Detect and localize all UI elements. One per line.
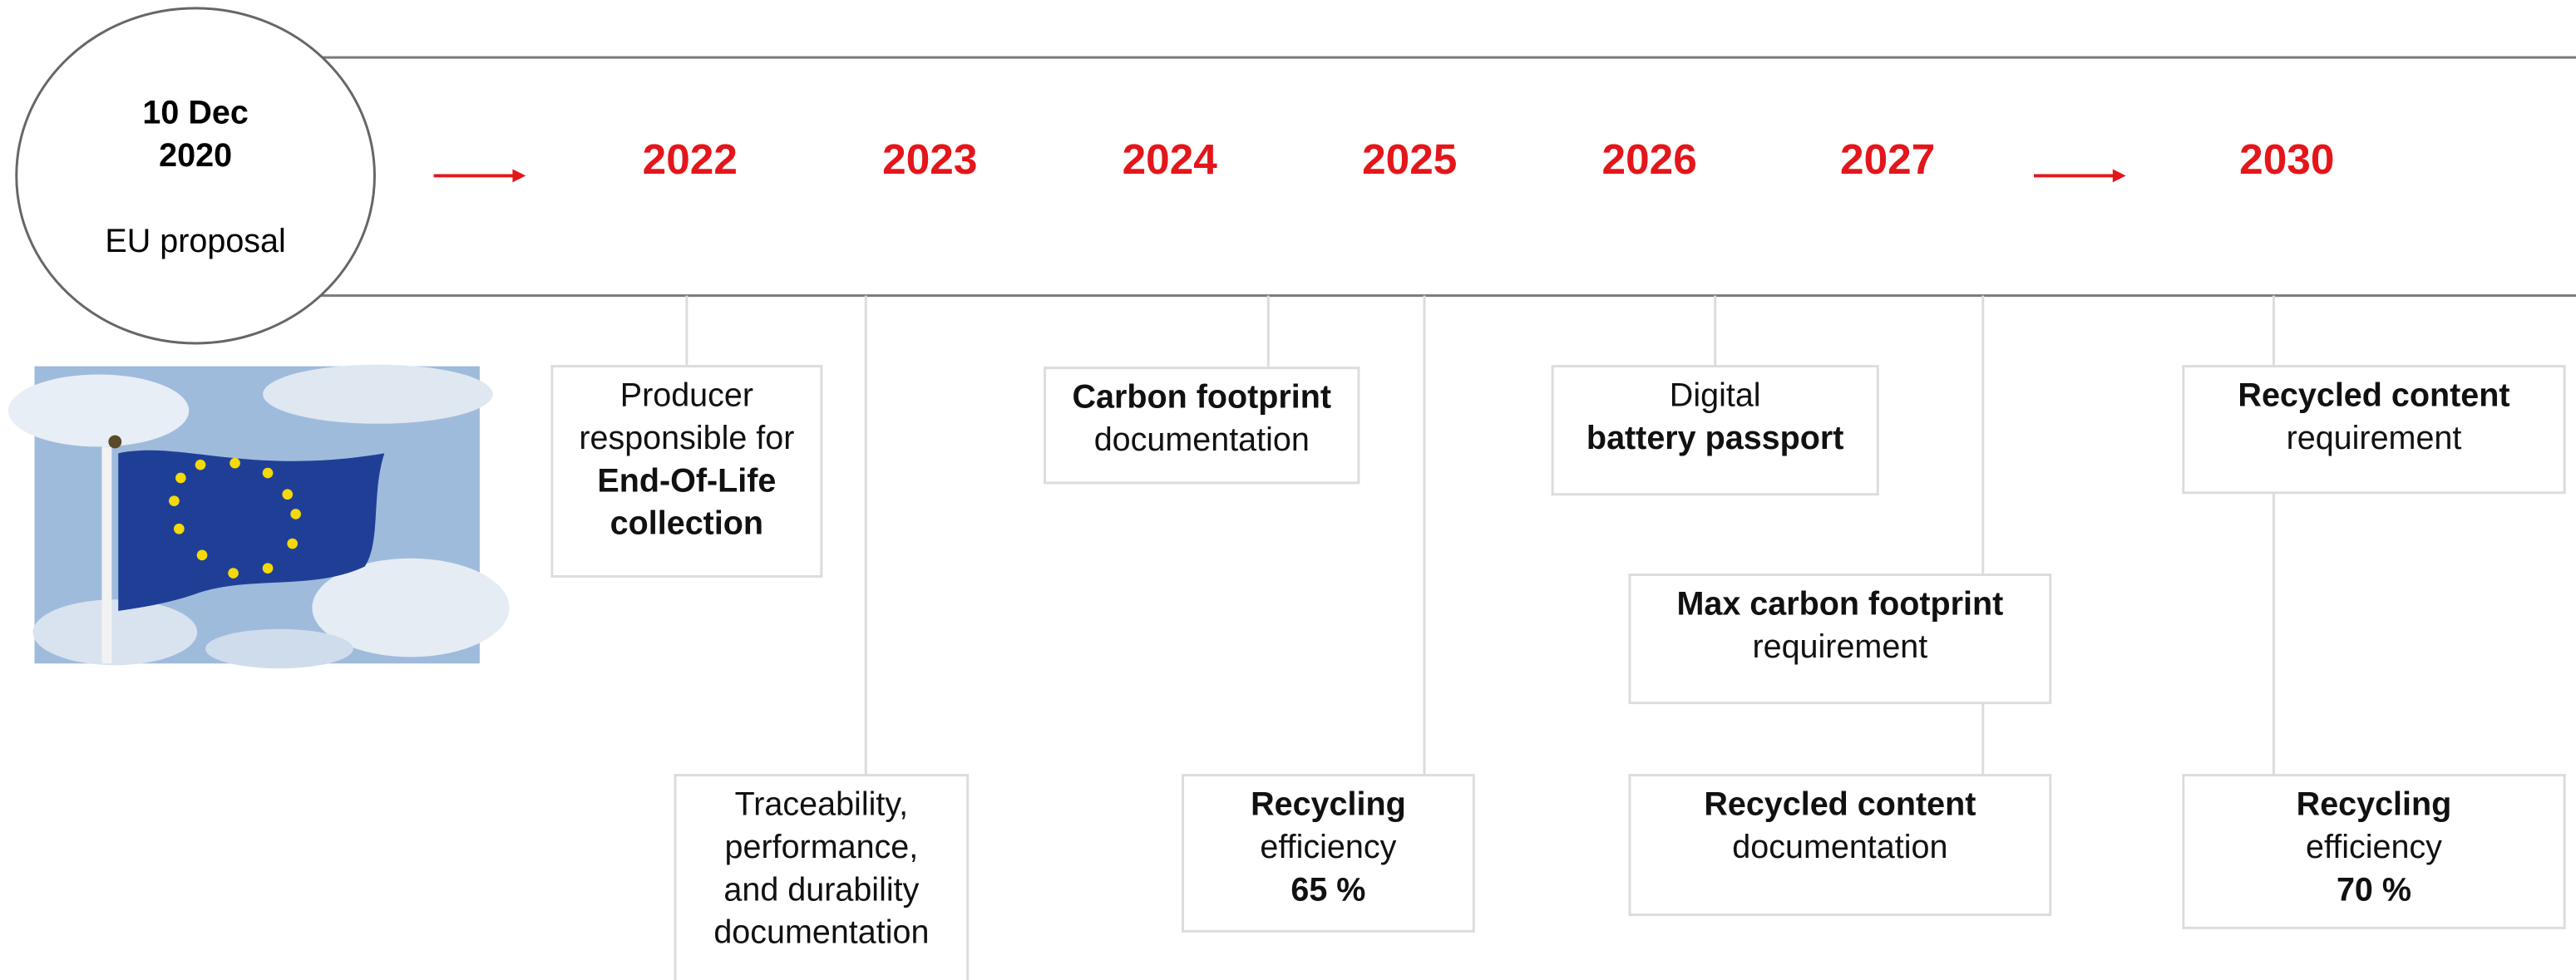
milestone-text: End-Of-Life	[597, 462, 776, 499]
milestone-text: Traceability,	[735, 786, 909, 823]
start-circle	[17, 8, 375, 343]
milestone-text: documentation	[1732, 829, 1947, 865]
milestone-text: Producer	[620, 377, 753, 414]
milestone-text: efficiency	[2306, 829, 2442, 865]
milestone-text: Max carbon footprint	[1676, 586, 2003, 623]
milestone-text: 70 %	[2337, 871, 2411, 908]
arrow	[2034, 170, 2126, 183]
milestone-text: 65 %	[1290, 871, 1365, 908]
page: {"header": {"date_lines": ["10 Dec", "20…	[0, 0, 2576, 980]
milestone-text: Recycling	[1251, 786, 1406, 823]
milestone-text: Carbon footprint	[1073, 379, 1332, 416]
eu-flag-photo	[8, 365, 510, 669]
milestone-text: efficiency	[1260, 829, 1396, 865]
year: 2022	[643, 135, 738, 183]
milestone-text: responsible for	[579, 420, 794, 456]
year: 2025	[1362, 135, 1457, 183]
date: 2020	[159, 137, 232, 174]
year: 2023	[882, 135, 977, 183]
milestone-text: requirement	[2287, 420, 2462, 456]
year: 2024	[1123, 135, 1218, 183]
milestone-text: Digital	[1670, 377, 1761, 414]
milestone-text: Recycling	[2297, 786, 2452, 823]
date: 10 Dec	[142, 95, 248, 131]
year: 2027	[1840, 135, 1935, 183]
milestone-text: and durability	[723, 871, 919, 908]
milestone-text: performance,	[725, 829, 919, 865]
year: 2026	[1602, 135, 1697, 183]
milestone-text: collection	[610, 505, 763, 542]
milestone-text: requirement	[1752, 628, 1927, 665]
milestone-text: Recycled content	[2238, 377, 2509, 414]
milestone-text: documentation	[1094, 421, 1310, 458]
arrow	[434, 170, 526, 183]
year: 2030	[2239, 135, 2334, 183]
milestone-text: Recycled content	[1704, 786, 1976, 823]
milestone-text: documentation	[713, 914, 929, 951]
proposal-label: EU proposal	[105, 223, 285, 259]
milestone-text: battery passport	[1587, 420, 1844, 456]
timeline: 10 Dec 2020 EU proposal 2022 2023 2024 2025…	[0, 0, 2576, 980]
